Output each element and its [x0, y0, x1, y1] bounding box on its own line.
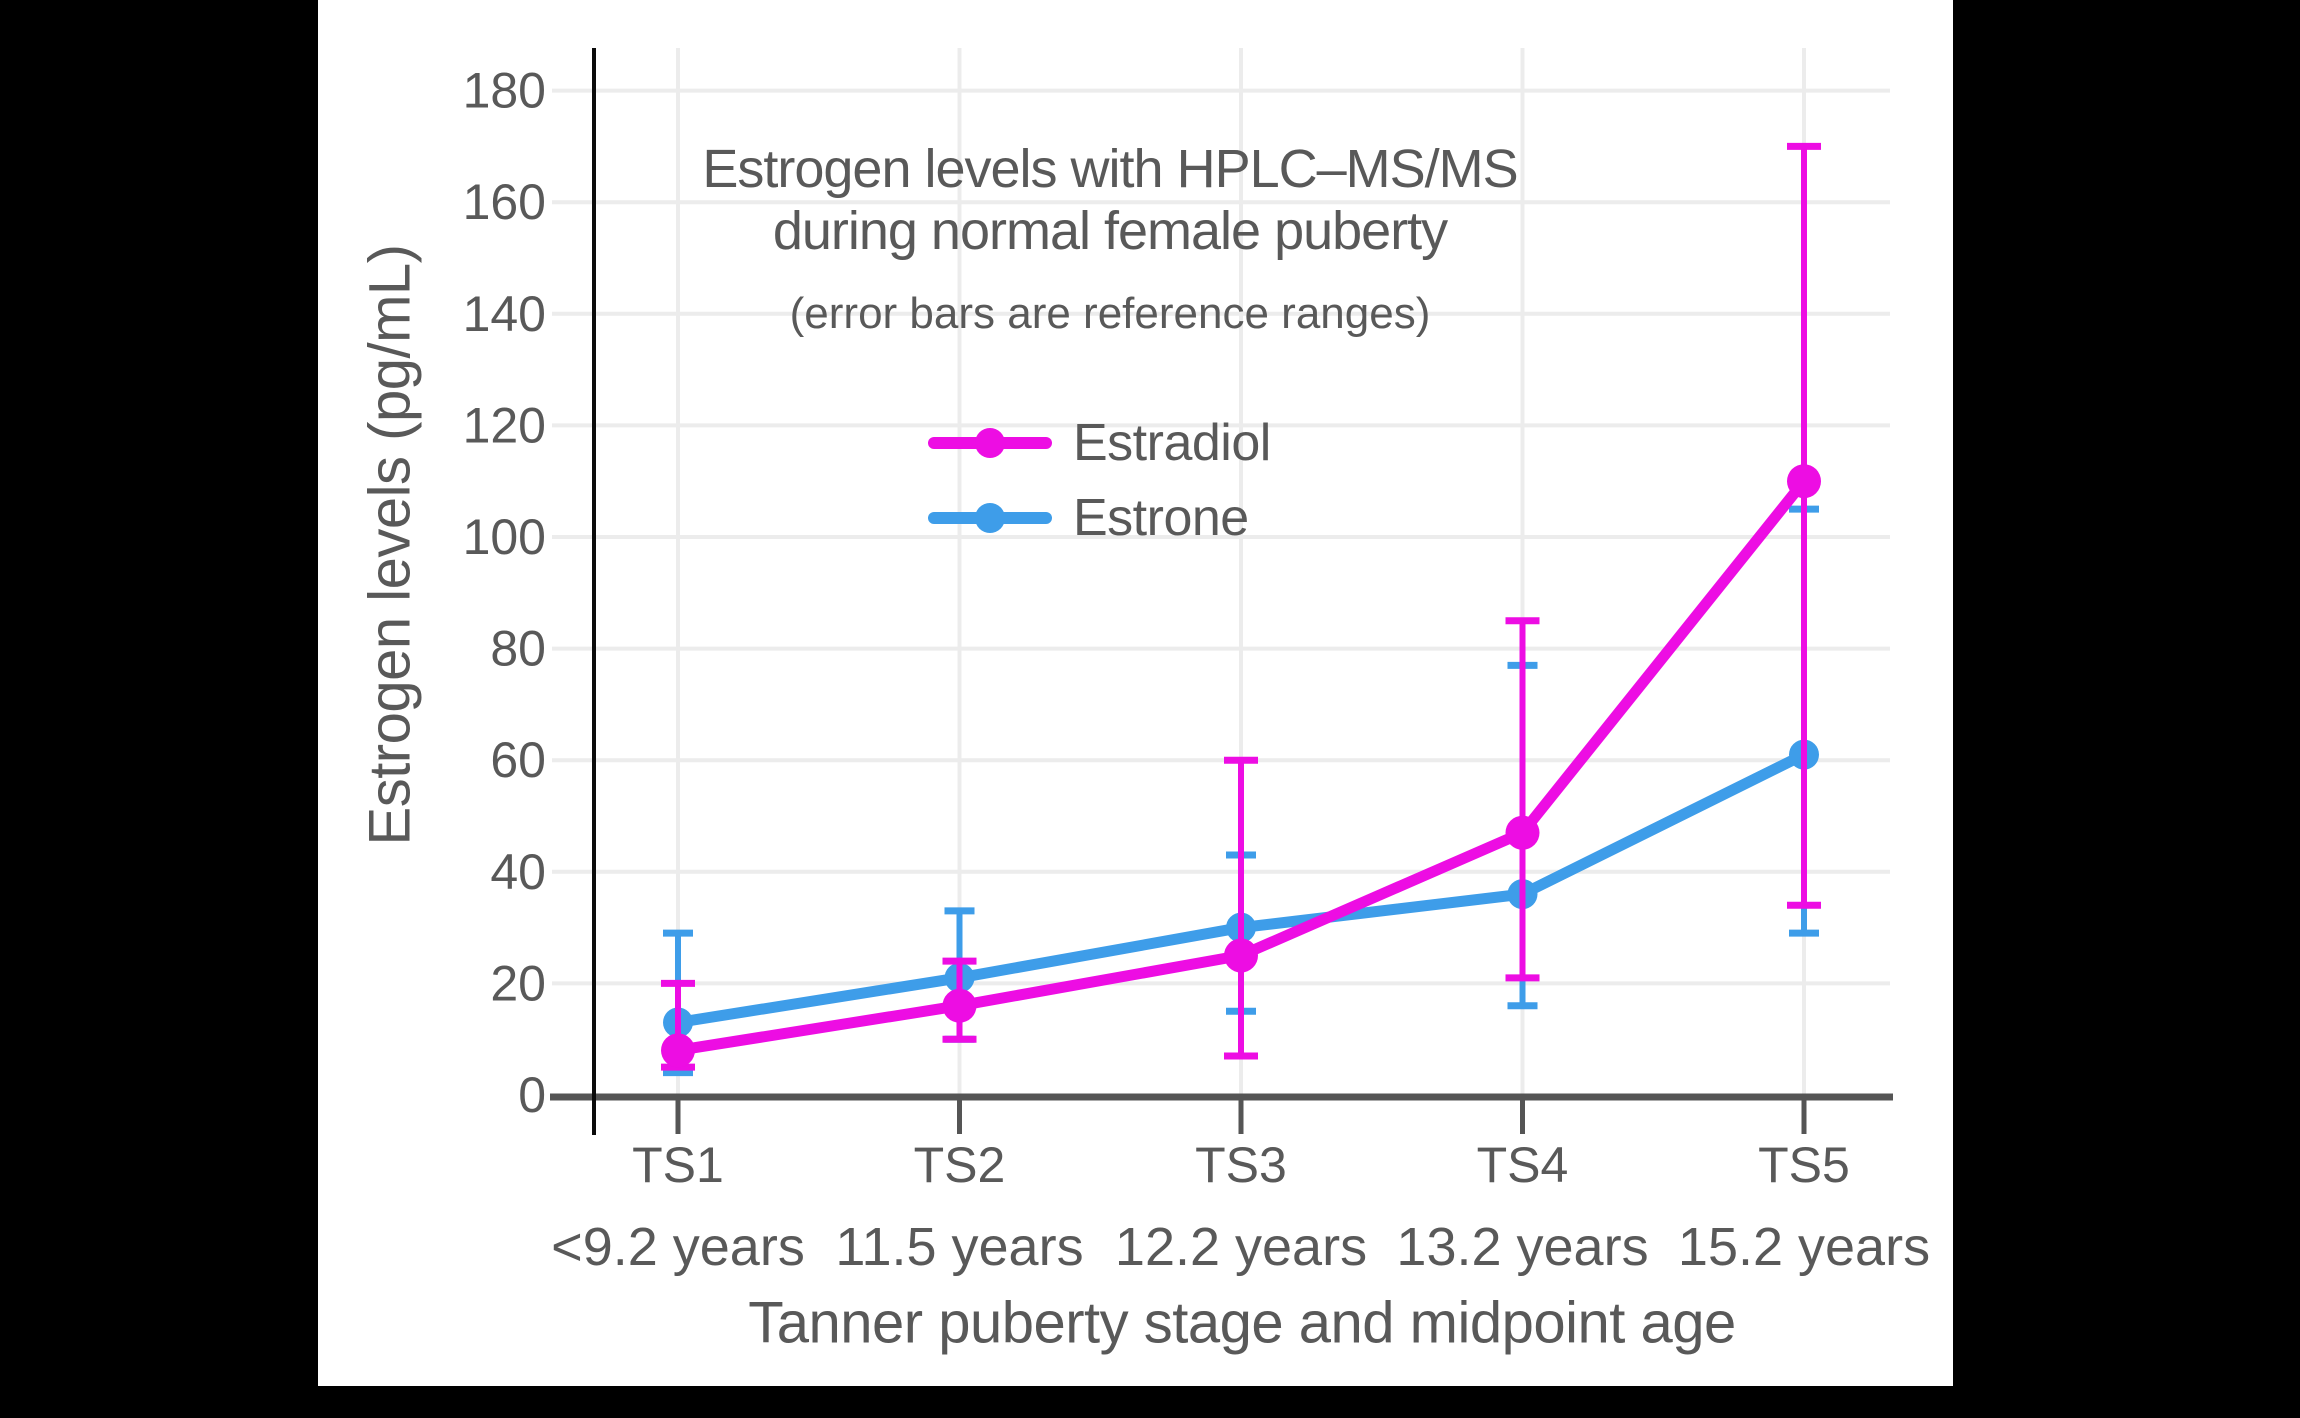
- y-axis-title: Estrogen levels (pg/mL): [357, 244, 423, 846]
- y-tick-label-100: 100: [463, 509, 546, 565]
- data-point-estradiol-TS1: [661, 1033, 695, 1068]
- data-point-estradiol-TS5: [1787, 464, 1821, 499]
- y-tick-label-160: 160: [463, 174, 546, 230]
- y-tick-label-80: 80: [490, 621, 546, 677]
- y-tick-label-180: 180: [463, 63, 546, 119]
- x-axis-title: Tanner puberty stage and midpoint age: [748, 1290, 1736, 1356]
- legend-line-estradiol: [928, 428, 1052, 458]
- y-tick-label-40: 40: [490, 844, 546, 900]
- legend: Estradiol Estrone: [928, 414, 1271, 567]
- chart-title-line1: Estrogen levels with HPLC–MS/MS: [702, 139, 1518, 199]
- data-point-estradiol-TS2: [942, 988, 977, 1023]
- x-age-label-TS1: <9.2 years: [551, 1217, 805, 1277]
- chart-subtitle: (error bars are reference ranges): [789, 289, 1431, 338]
- data-point-estradiol-TS3: [1224, 938, 1258, 973]
- x-tick-label-TS2: TS2: [914, 1137, 1006, 1193]
- legend-line-estrone: [928, 503, 1052, 533]
- legend-label-estradiol: Estradiol: [1073, 414, 1271, 472]
- x-tick-label-TS4: TS4: [1477, 1137, 1569, 1193]
- legend-item-estrone: Estrone: [928, 489, 1271, 547]
- legend-item-estradiol: Estradiol: [928, 414, 1271, 472]
- legend-marker-estrone-icon: [975, 503, 1005, 533]
- y-tick-label-20: 20: [490, 955, 546, 1011]
- x-age-label-TS5: 15.2 years: [1678, 1217, 1930, 1277]
- legend-marker-estradiol-icon: [975, 428, 1005, 458]
- y-tick-label-60: 60: [490, 732, 546, 788]
- legend-label-estrone: Estrone: [1073, 489, 1249, 547]
- x-age-label-TS4: 13.2 years: [1396, 1217, 1648, 1277]
- chart-title-line2: during normal female puberty: [772, 201, 1448, 261]
- data-point-estradiol-TS4: [1505, 815, 1540, 850]
- x-age-label-TS2: 11.5 years: [835, 1217, 1083, 1277]
- chart-title-block: Estrogen levels with HPLC–MS/MS during n…: [702, 138, 1518, 338]
- y-tick-label-0: 0: [518, 1067, 546, 1123]
- y-tick-label-140: 140: [463, 286, 546, 342]
- x-tick-label-TS1: TS1: [632, 1137, 724, 1193]
- y-tick-label-120: 120: [463, 397, 546, 453]
- x-tick-label-TS5: TS5: [1758, 1137, 1850, 1193]
- x-age-label-TS3: 12.2 years: [1115, 1217, 1367, 1277]
- x-tick-label-TS3: TS3: [1195, 1137, 1287, 1193]
- chart-panel: [318, 0, 1953, 1386]
